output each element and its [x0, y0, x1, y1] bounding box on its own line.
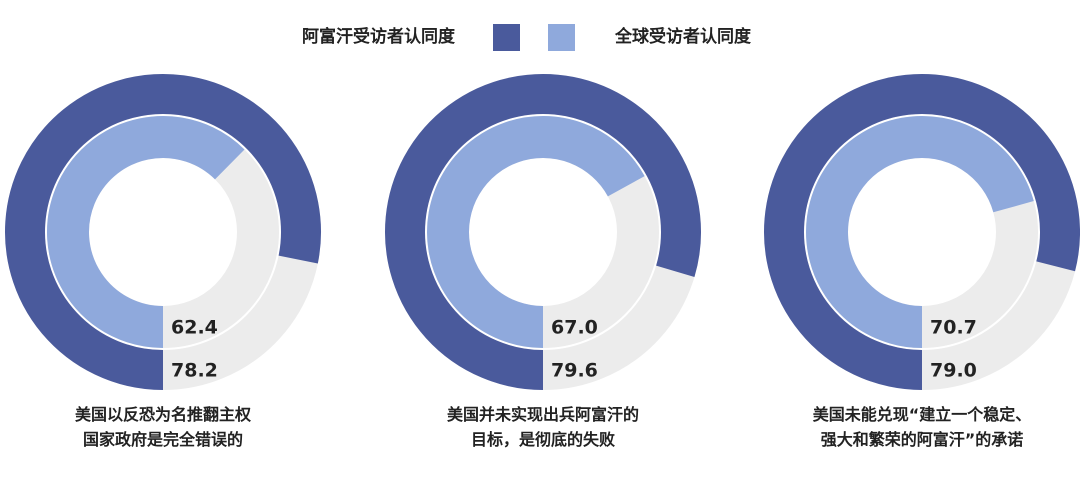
donut-arc — [47, 116, 245, 348]
donut-arc — [806, 116, 1034, 348]
value-label: 79.6 — [551, 360, 598, 382]
value-label: 78.2 — [171, 360, 218, 382]
donut-arc — [427, 116, 645, 348]
value-label: 67.0 — [551, 317, 598, 339]
value-label: 79.0 — [930, 360, 977, 382]
value-label: 70.7 — [930, 317, 977, 339]
legend-swatch — [493, 24, 520, 51]
donut-arc — [764, 74, 1080, 390]
legend-label: 阿富汗受访者认同度 — [302, 26, 456, 47]
category-label: 美国未能兑现“建立一个稳定、 强大和繁荣的阿富汗”的承诺 — [812, 405, 1032, 449]
legend-swatch — [548, 24, 575, 51]
category-label: 美国以反恐为名推翻主权 国家政府是完全错误的 — [74, 405, 251, 449]
legend-label: 全球受访者认同度 — [614, 26, 752, 47]
donut-arc — [385, 74, 701, 390]
value-label: 62.4 — [171, 317, 218, 339]
category-label: 美国并未实现出兵阿富汗的 目标，是彻底的失败 — [446, 405, 639, 449]
donut-arc — [5, 74, 321, 390]
